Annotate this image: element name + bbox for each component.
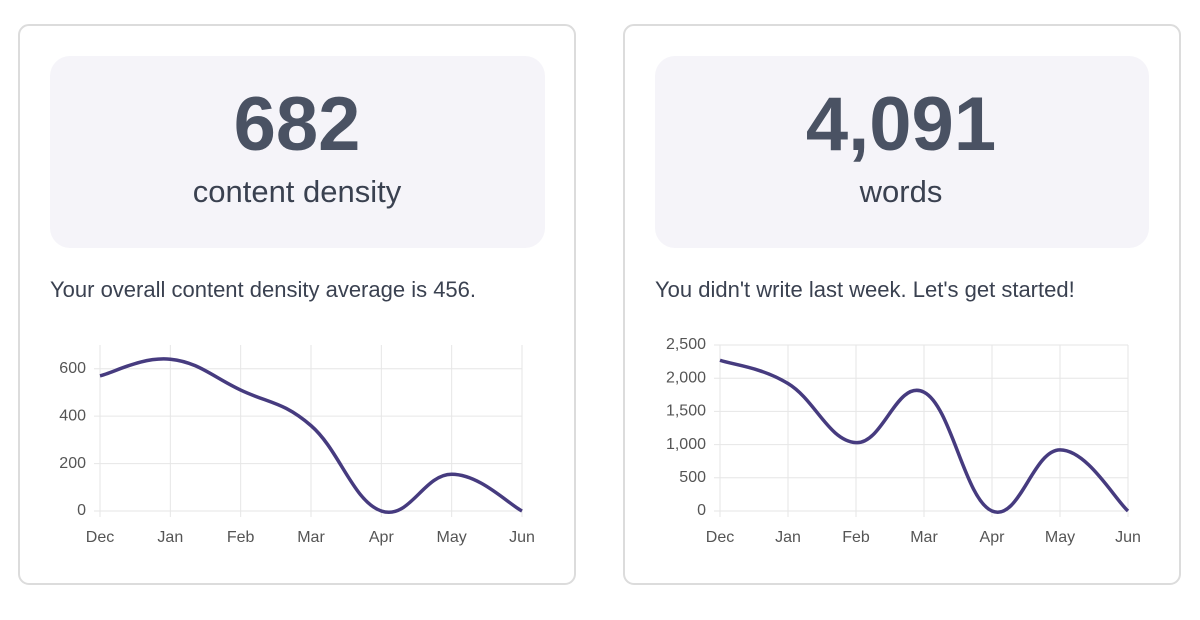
stat-box bbox=[655, 56, 1149, 248]
y-tick-label: 600 bbox=[59, 360, 86, 377]
y-tick-label: 0 bbox=[697, 502, 706, 519]
x-tick-label: Dec bbox=[706, 529, 734, 546]
line bbox=[719, 358, 1130, 514]
stat-label: content density bbox=[193, 174, 402, 209]
x-tick-label: Mar bbox=[910, 529, 938, 546]
stat-value: 682 bbox=[234, 82, 361, 167]
x-tick-label: Jan bbox=[157, 529, 183, 546]
message: You didn't write last week. Let's get st… bbox=[655, 277, 1075, 302]
stat-box bbox=[50, 56, 545, 248]
x-tick-label: May bbox=[1045, 529, 1075, 546]
y-tick-label: 200 bbox=[59, 455, 86, 472]
x-tick-label: Jun bbox=[1115, 529, 1141, 546]
message: Your overall content density average is … bbox=[50, 277, 476, 302]
y-tick-label: 500 bbox=[679, 469, 706, 486]
card: 682 content density Your overall content… bbox=[18, 24, 576, 585]
x-tick-label: May bbox=[437, 529, 467, 546]
x-tick-label: Jan bbox=[775, 529, 801, 546]
y-tick-label: 2,500 bbox=[666, 336, 706, 353]
y-tick-label: 2,000 bbox=[666, 369, 706, 386]
x-tick-label: Jun bbox=[509, 529, 535, 546]
x-tick-label: Feb bbox=[842, 529, 870, 546]
x-tick-label: Feb bbox=[227, 529, 255, 546]
y-tick-label: 1,500 bbox=[666, 403, 706, 420]
x-tick-label: Apr bbox=[980, 529, 1006, 546]
stat-label: words bbox=[859, 174, 943, 209]
x-tick-label: Mar bbox=[297, 529, 325, 546]
y-tick-label: 0 bbox=[77, 502, 86, 519]
line bbox=[99, 357, 523, 515]
x-tick-label: Apr bbox=[369, 529, 395, 546]
y-tick-label: 1,000 bbox=[666, 436, 706, 453]
x-tick-label: Dec bbox=[86, 529, 114, 546]
stat-value: 4,091 bbox=[806, 82, 996, 167]
y-tick-label: 400 bbox=[59, 407, 86, 424]
card: 4,091 words You didn't write last week. … bbox=[623, 24, 1181, 585]
